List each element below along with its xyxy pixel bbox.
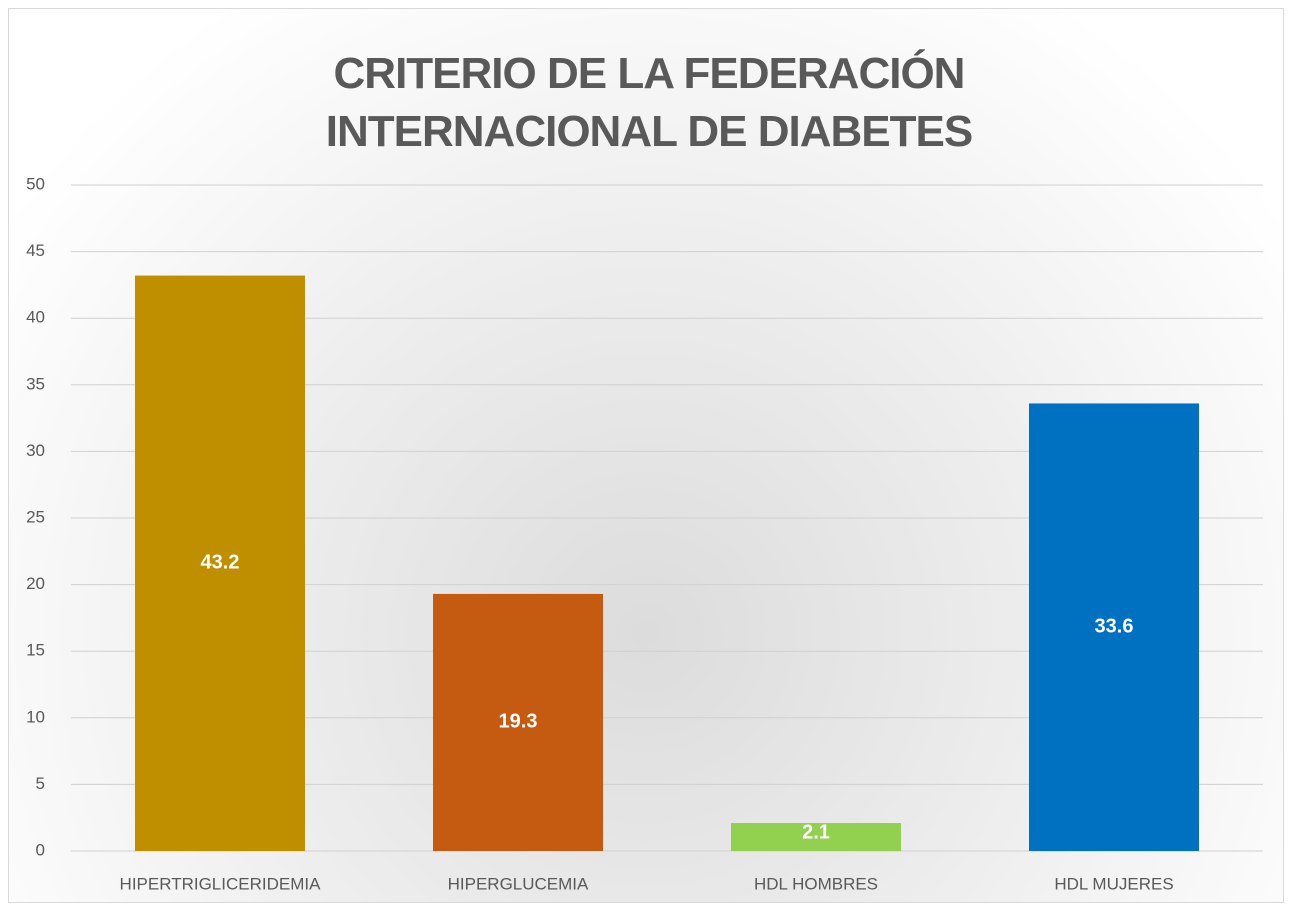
x-tick-label: HIPERTRIGLICERIDEMIA [120,874,322,893]
data-label: 33.6 [1095,616,1134,638]
y-tick-label: 40 [26,308,45,327]
y-tick-label: 20 [26,574,45,593]
y-tick-label: 5 [36,774,45,793]
bar [731,823,901,851]
y-tick-label: 10 [26,707,45,726]
x-tick-label: HDL HOMBRES [754,874,878,893]
x-tick-label: HDL MUJERES [1054,874,1173,893]
chart: 0 5 10 15 20 25 30 35 40 45 50 HIPERTRIGLICERIDEMIA… [26,174,1263,893]
chart-area: CRITERIO DE LA FEDERACIÓN INTERNACIONAL … [8,8,1284,903]
data-label: 19.3 [499,711,538,733]
y-tick-label: 25 [26,507,45,526]
y-tick-label: 30 [26,441,45,460]
y-tick-label: 0 [36,840,45,859]
y-tick-label: 45 [26,241,45,260]
y-tick-label: 35 [26,374,45,393]
bar [135,275,305,851]
x-tick-label: HIPERGLUCEMIA [448,874,589,893]
data-label: 2.1 [802,821,830,843]
bar [433,593,603,851]
data-label: 43.2 [201,552,240,574]
chart-title: CRITERIO DE LA FEDERACIÓN INTERNACIONAL … [325,49,973,156]
bar [1029,403,1199,851]
y-tick-label: 15 [26,641,45,660]
y-tick-label: 50 [26,174,45,193]
